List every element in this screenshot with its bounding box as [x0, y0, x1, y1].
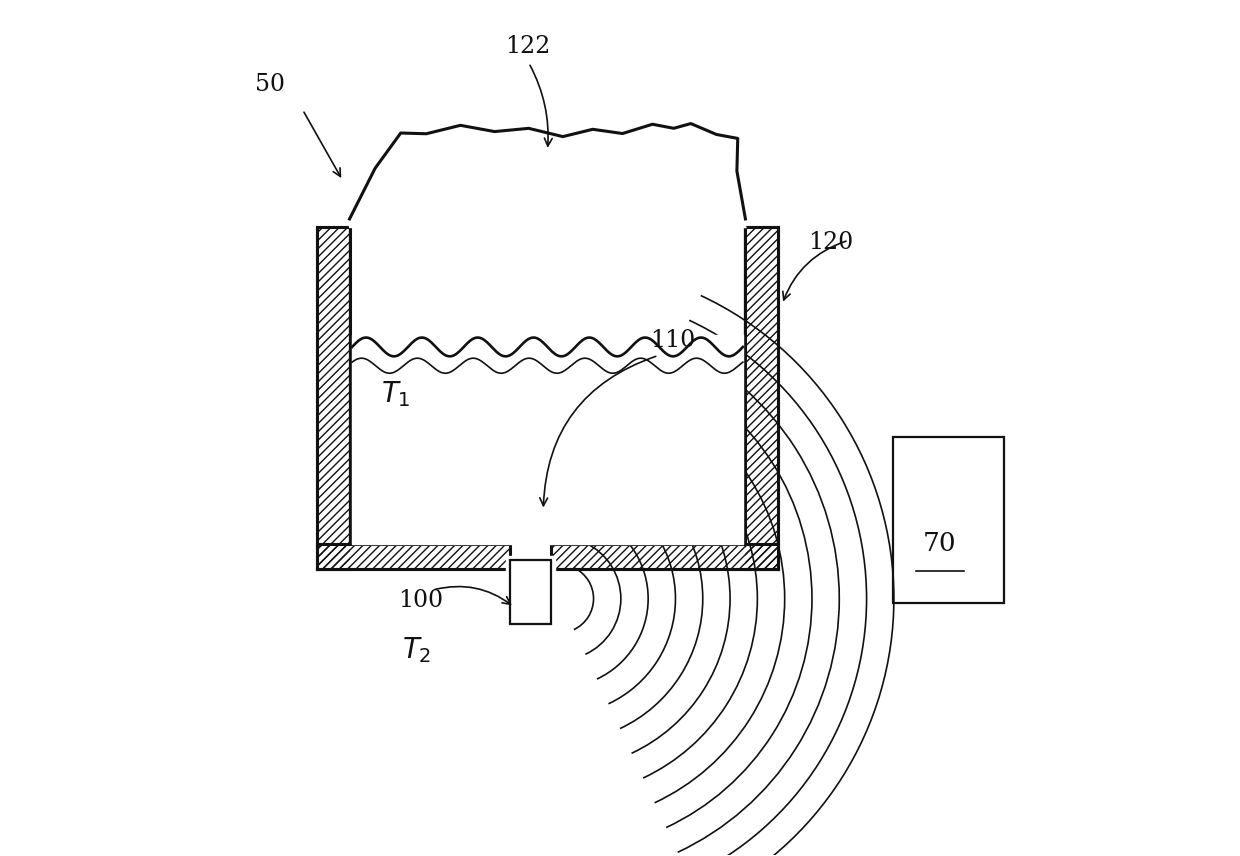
Bar	[893, 437, 1004, 603]
Bar	[551, 544, 777, 568]
Text: $T_1$: $T_1$	[381, 379, 410, 409]
Bar	[317, 544, 510, 568]
Bar	[745, 228, 777, 568]
Polygon shape	[350, 228, 745, 546]
Text: $T_2$: $T_2$	[403, 635, 432, 665]
Text: 50: 50	[255, 73, 285, 96]
Text: 120: 120	[807, 231, 853, 254]
Text: 110: 110	[650, 329, 696, 352]
Bar	[317, 228, 350, 568]
Polygon shape	[506, 556, 556, 628]
Bar	[317, 228, 350, 568]
Bar	[745, 228, 777, 568]
Bar	[551, 544, 777, 568]
Bar	[317, 544, 510, 568]
Bar	[510, 560, 551, 624]
Text: 100: 100	[398, 589, 443, 612]
Text: 122: 122	[505, 34, 551, 57]
Polygon shape	[350, 123, 746, 228]
Text: 70: 70	[923, 531, 957, 556]
